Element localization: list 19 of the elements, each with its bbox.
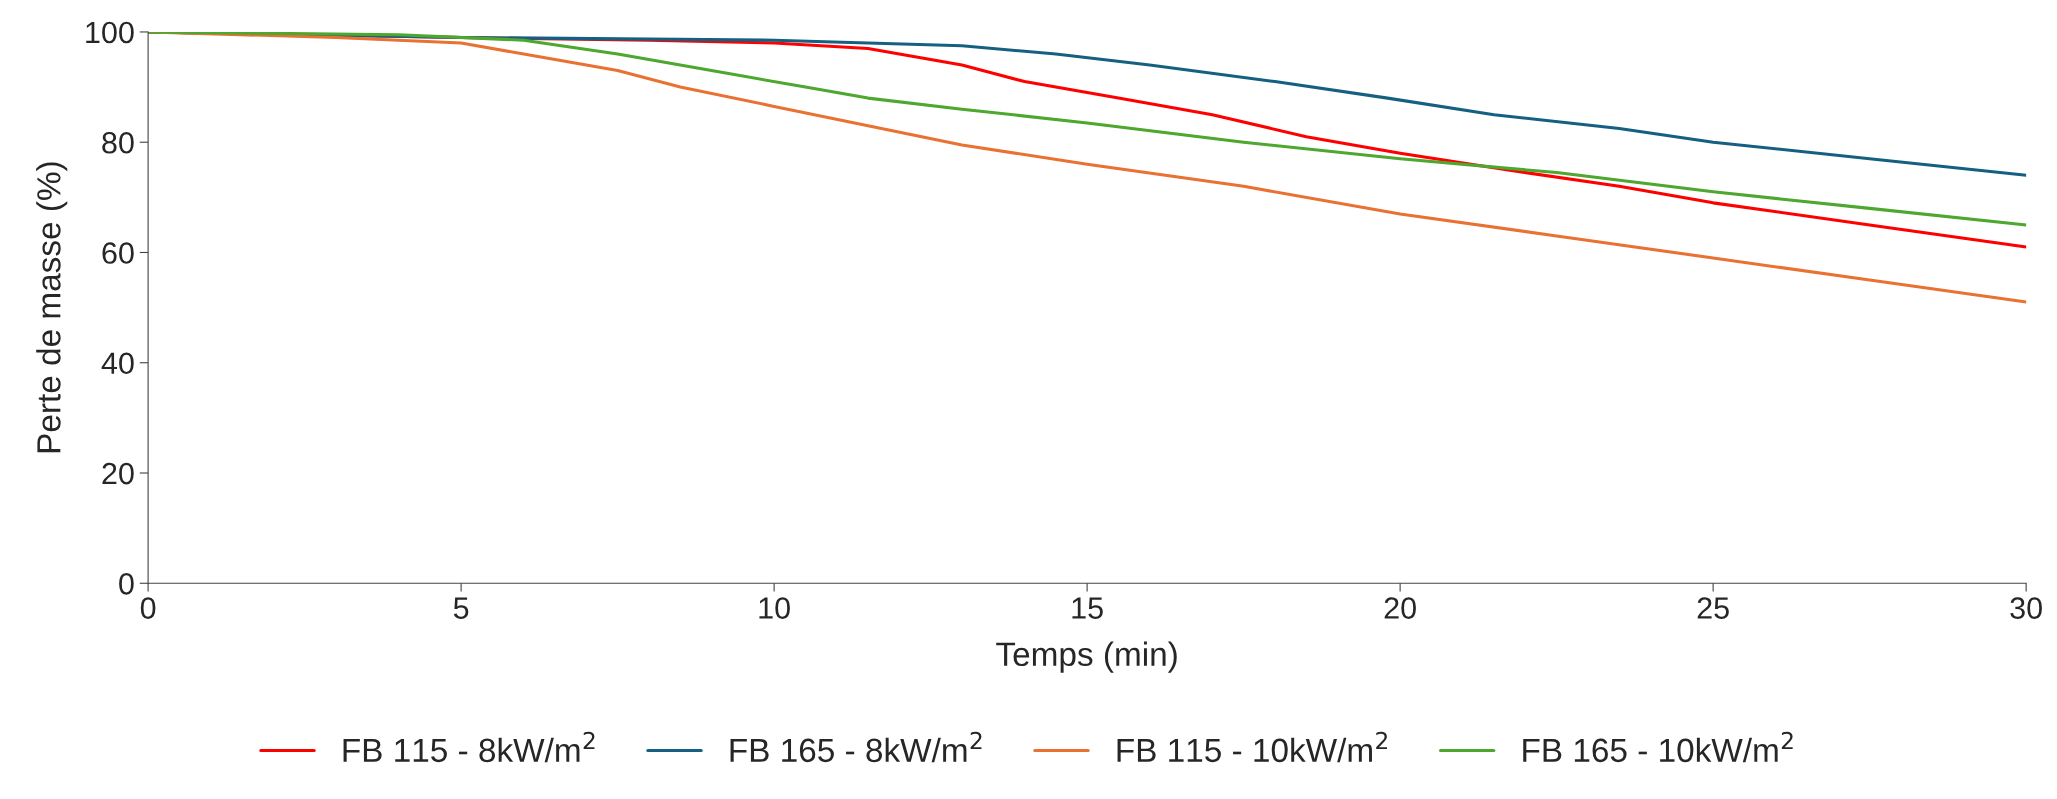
y-tick-label: 100 (86, 21, 134, 44)
x-tick-label: 5 (453, 597, 469, 619)
x-axis-title: Temps (min) (996, 641, 1177, 673)
x-tick-label: 15 (1072, 597, 1103, 619)
x-tick-label: 30 (2010, 597, 2042, 619)
x-tick-label: 20 (1384, 597, 1416, 619)
x-tick-label: 10 (759, 597, 790, 619)
legend-label: FB 115 - 8kW/m$^{2}$ (343, 731, 595, 763)
x-tick-label: 0 (140, 597, 156, 619)
y-axis-title: Perte de masse (%) (36, 162, 68, 453)
y-tick-label: 0 (119, 573, 134, 595)
y-tick-label: 60 (102, 242, 134, 264)
y-tick-label: 40 (101, 352, 134, 375)
legend-label: FB 165 - 10kW/m$^{2}$ (1523, 731, 1793, 763)
legend-label: FB 165 - 8kW/m$^{2}$ (730, 731, 982, 763)
x-tick-label: 25 (1697, 597, 1729, 619)
y-tick-label: 20 (102, 462, 134, 485)
legend-label: FB 115 - 10kW/m$^{2}$ (1117, 731, 1387, 763)
y-tick-label: 80 (102, 131, 134, 154)
